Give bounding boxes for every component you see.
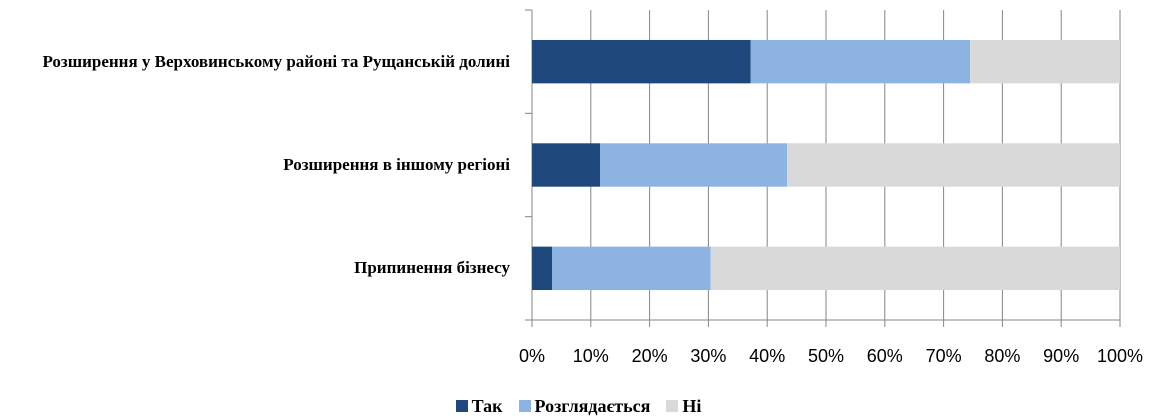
legend-swatch — [666, 400, 679, 412]
legend-item: Розглядається — [518, 396, 651, 417]
bar-segment — [600, 143, 788, 187]
bar-segment — [532, 246, 552, 291]
bar-segment — [750, 39, 971, 84]
legend-swatch — [518, 400, 531, 412]
x-tick-label: 80% — [984, 346, 1020, 366]
legend-swatch — [455, 400, 468, 412]
y-tick-label: Розширення у Верховинському районі та Ру… — [5, 49, 510, 75]
x-tick-label: 90% — [1043, 346, 1079, 366]
legend-item: Ні — [666, 396, 701, 417]
legend-item: Так — [455, 396, 503, 417]
legend-label: Розглядається — [534, 396, 651, 416]
x-tick-label: 10% — [573, 346, 609, 366]
y-tick-label-text: Припинення бізнесу — [354, 258, 510, 278]
bar-segment — [787, 143, 1120, 187]
bar-segment — [710, 246, 1120, 291]
x-tick-label: 0% — [519, 346, 545, 366]
y-tick-label-text: Розширення в іншому регіоні — [283, 155, 510, 174]
legend: Так Розглядається Ні — [0, 396, 1157, 417]
x-tick-label: 30% — [690, 346, 726, 366]
y-tick-label: Розширення в іншому регіоні — [5, 152, 510, 178]
y-tick-label-text: Розширення у Верховинському районі та Ру… — [42, 51, 510, 71]
bar-segment — [532, 39, 751, 84]
bar-segment — [970, 39, 1120, 84]
x-tick-label: 20% — [632, 346, 668, 366]
x-tick-label: 70% — [926, 346, 962, 366]
x-tick-label: 100% — [1097, 346, 1143, 366]
legend-label: Ні — [682, 396, 702, 416]
x-tick-label: 50% — [808, 346, 844, 366]
bar-segment — [532, 143, 601, 187]
y-tick-label: Припинення бізнесу — [5, 255, 510, 281]
bar-segment — [551, 246, 711, 291]
legend-label: Так — [471, 396, 503, 416]
x-tick-label: 60% — [867, 346, 903, 366]
x-tick-label: 40% — [749, 346, 785, 366]
